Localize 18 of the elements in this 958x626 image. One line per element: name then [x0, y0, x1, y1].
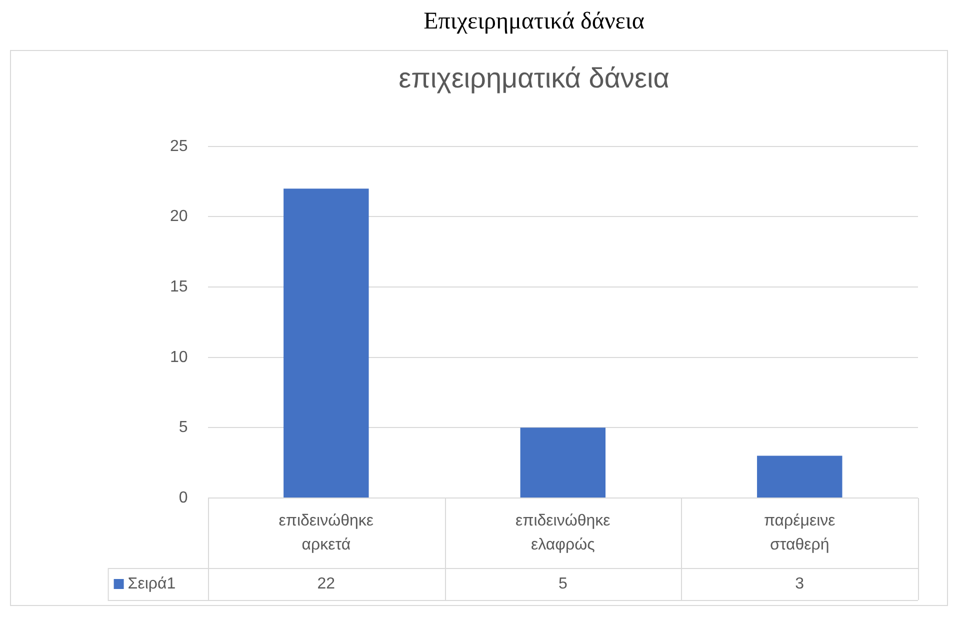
y-tick-label: 25 — [170, 138, 188, 155]
y-tick-label: 0 — [178, 489, 188, 506]
data-label: 22 — [317, 575, 336, 592]
x-tick-label: παρέμεινε σταθερή — [764, 512, 836, 554]
data-label: 3 — [795, 575, 804, 592]
bar — [284, 188, 369, 498]
chart-subtitle: επιχειρηματικά δάνεια — [398, 62, 670, 94]
x-tick-label: επιδεινώθηκε αρκετά — [278, 512, 374, 554]
x-tick-label: επιδεινώθηκε ελαφρώς — [516, 512, 610, 554]
bar — [757, 456, 842, 498]
data-label: 5 — [558, 575, 568, 592]
y-tick-label: 5 — [178, 419, 188, 436]
y-tick-label: 20 — [170, 208, 188, 226]
legend-label: Σειρά1 — [128, 575, 176, 592]
bar — [520, 428, 606, 498]
y-tick-label: 10 — [170, 348, 188, 366]
y-tick-label: 15 — [170, 278, 188, 296]
chart-title: Επιχειρηματικά δάνεια — [424, 8, 645, 35]
